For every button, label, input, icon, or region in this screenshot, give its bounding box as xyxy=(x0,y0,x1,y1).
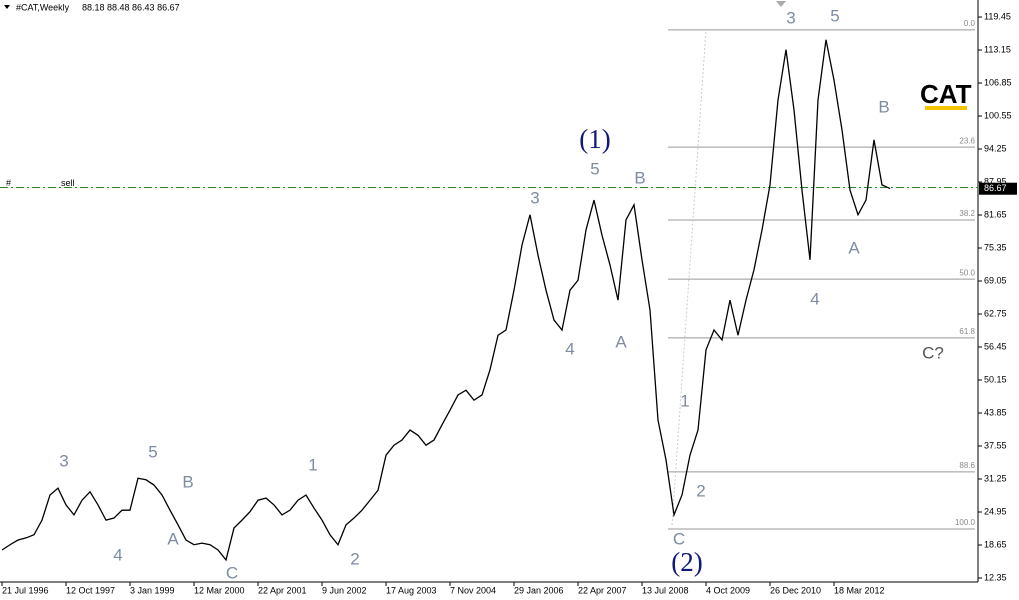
wave-label: 3 xyxy=(530,188,539,207)
wave-label: C xyxy=(226,563,238,582)
y-tick-label: 31.25 xyxy=(984,473,1007,483)
x-tick-label: 29 Jan 2006 xyxy=(514,585,564,595)
x-tick-label: 21 Jul 1996 xyxy=(2,585,49,595)
wave-label: B xyxy=(634,168,645,187)
y-tick-label: 12.35 xyxy=(984,572,1007,582)
fib-label: 23.6 xyxy=(959,136,975,145)
wave-label: 3 xyxy=(59,451,68,470)
last-price-box xyxy=(979,182,1017,195)
wave-label: C? xyxy=(922,343,944,362)
wave-label: (1) xyxy=(579,124,610,154)
price-line xyxy=(1,39,891,562)
sell-label: sell xyxy=(61,178,75,188)
y-tick-label: 113.15 xyxy=(984,44,1011,54)
chart-title: #CAT,Weekly xyxy=(16,2,70,12)
wave-label: B xyxy=(182,472,193,491)
trend-line xyxy=(671,29,707,526)
y-tick-label: 94.25 xyxy=(984,143,1007,153)
x-tick-label: 18 Mar 2012 xyxy=(834,585,885,595)
y-tick-label: 69.05 xyxy=(984,275,1007,285)
wave-label: 5 xyxy=(148,442,157,461)
y-tick-label: 62.75 xyxy=(984,308,1007,318)
sell-prefix: # xyxy=(6,178,11,188)
logo-underline xyxy=(925,106,967,110)
x-tick-label: 12 Mar 2000 xyxy=(194,585,245,595)
wave-label: A xyxy=(167,529,179,548)
menu-arrow xyxy=(4,5,10,9)
wave-label: 1 xyxy=(308,455,317,474)
marker xyxy=(776,1,786,7)
last-price-label: 86.67 xyxy=(984,183,1007,193)
x-tick-label: 12 Oct 1997 xyxy=(66,585,115,595)
wave-label: A xyxy=(848,238,860,257)
wave-label: 5 xyxy=(590,159,599,178)
x-tick-label: 7 Nov 2004 xyxy=(450,585,496,595)
wave-label: 1 xyxy=(680,391,689,410)
wave-label: 2 xyxy=(696,481,705,500)
y-tick-label: 18.65 xyxy=(984,539,1007,549)
fib-label: 50.0 xyxy=(959,268,975,277)
fib-label: 38.2 xyxy=(959,209,975,218)
x-tick-label: 22 Apr 2007 xyxy=(578,585,627,595)
x-tick-label: 22 Apr 2001 xyxy=(258,585,307,595)
y-tick-label: 87.95 xyxy=(984,176,1007,186)
wave-label: 4 xyxy=(113,545,122,564)
y-tick-label: 81.65 xyxy=(984,209,1007,219)
x-tick-label: 17 Aug 2003 xyxy=(386,585,437,595)
fib-label: 100.0 xyxy=(955,518,976,527)
wave-label: (2) xyxy=(671,547,702,577)
x-tick-label: 13 Jul 2008 xyxy=(642,585,689,595)
wave-label: 4 xyxy=(810,289,819,308)
wave-label: C xyxy=(673,529,685,548)
y-tick-label: 56.45 xyxy=(984,341,1007,351)
wave-label: 2 xyxy=(350,549,359,568)
wave-label: B xyxy=(878,97,889,116)
y-tick-label: 119.45 xyxy=(984,11,1011,21)
y-tick-label: 100.55 xyxy=(984,110,1012,120)
x-tick-label: 26 Dec 2010 xyxy=(770,585,821,595)
x-tick-label: 9 Jun 2002 xyxy=(322,585,367,595)
fib-label: 61.8 xyxy=(959,327,975,336)
y-tick-label: 75.35 xyxy=(984,242,1007,252)
fib-label: 0.0 xyxy=(964,19,976,28)
wave-label: 4 xyxy=(565,339,574,358)
wave-label: 5 xyxy=(830,6,839,25)
y-tick-label: 43.85 xyxy=(984,407,1007,417)
y-tick-label: 50.15 xyxy=(984,374,1007,384)
fib-label: 88.6 xyxy=(959,461,975,470)
x-tick-label: 4 Oct 2009 xyxy=(706,585,750,595)
y-tick-label: 24.95 xyxy=(984,506,1007,516)
logo: CAT xyxy=(920,79,972,109)
wave-label: A xyxy=(615,332,627,351)
wave-label: 3 xyxy=(786,8,795,27)
x-tick-label: 3 Jan 1999 xyxy=(130,585,175,595)
y-tick-label: 37.55 xyxy=(984,440,1007,450)
y-tick-label: 106.85 xyxy=(984,77,1012,87)
chart-subtitle: 88.18 88.48 86.43 86.67 xyxy=(82,2,180,12)
